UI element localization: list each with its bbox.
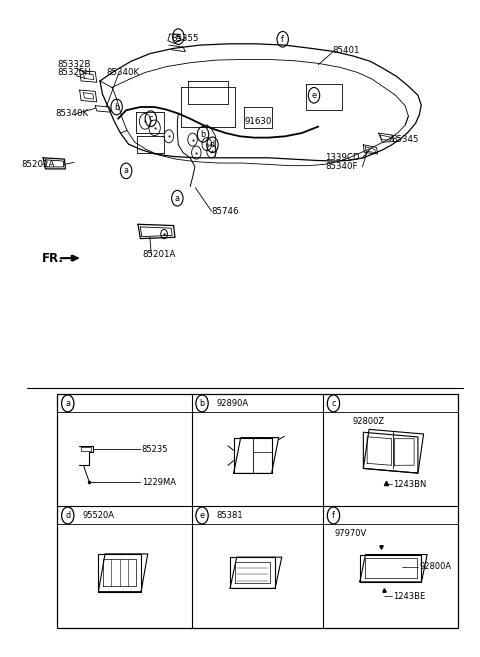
Text: e: e xyxy=(200,511,204,520)
Text: 85325H: 85325H xyxy=(57,68,91,77)
Text: 85202A: 85202A xyxy=(22,160,55,169)
Text: b: b xyxy=(200,399,204,408)
Text: d: d xyxy=(210,141,215,149)
Text: f: f xyxy=(281,35,284,44)
Text: 92800Z: 92800Z xyxy=(352,417,384,426)
Text: c: c xyxy=(331,399,336,408)
Text: 85340F: 85340F xyxy=(325,162,358,171)
Text: 1229MA: 1229MA xyxy=(142,478,176,487)
Text: 85345: 85345 xyxy=(392,135,420,144)
Text: a: a xyxy=(124,166,129,175)
Text: 85340K: 85340K xyxy=(55,109,88,118)
Text: 91630: 91630 xyxy=(245,117,272,126)
Text: 97970V: 97970V xyxy=(335,529,367,538)
Text: 85355: 85355 xyxy=(171,34,199,43)
Text: a: a xyxy=(175,194,180,203)
Text: b: b xyxy=(201,130,205,139)
Text: 85401: 85401 xyxy=(333,47,360,55)
Text: 92800A: 92800A xyxy=(420,562,452,572)
Text: 1339CD: 1339CD xyxy=(325,153,360,162)
Text: e: e xyxy=(312,91,316,100)
Text: f: f xyxy=(332,511,335,520)
Text: 85340K: 85340K xyxy=(106,68,139,77)
Text: 92890A: 92890A xyxy=(216,399,249,408)
Text: FR.: FR. xyxy=(42,252,64,265)
Text: d: d xyxy=(65,511,71,520)
Text: 85201A: 85201A xyxy=(143,250,176,259)
Text: 1243BE: 1243BE xyxy=(393,592,425,600)
Text: 85746: 85746 xyxy=(212,207,239,215)
Text: 1243BN: 1243BN xyxy=(393,480,427,489)
Text: b: b xyxy=(114,102,119,112)
Text: 95520A: 95520A xyxy=(82,511,114,520)
Text: 85381: 85381 xyxy=(216,511,243,520)
Text: 85332B: 85332B xyxy=(57,60,91,69)
Text: e: e xyxy=(176,32,181,41)
Text: 85235: 85235 xyxy=(142,445,168,453)
Text: c: c xyxy=(148,114,153,124)
Text: a: a xyxy=(65,399,70,408)
Bar xyxy=(57,394,458,628)
